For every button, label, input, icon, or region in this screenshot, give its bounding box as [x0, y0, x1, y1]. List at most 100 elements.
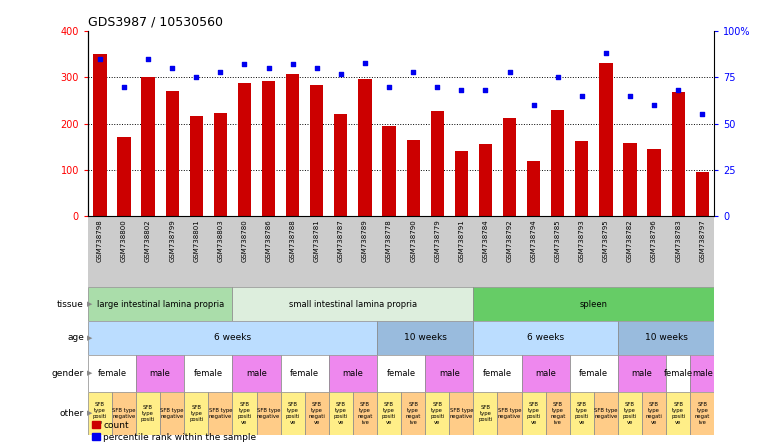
Text: SFB
type
negat
ive: SFB type negat ive	[550, 402, 565, 425]
Bar	[88, 321, 377, 355]
Text: 6 weeks: 6 weeks	[214, 333, 251, 342]
Bar	[232, 392, 257, 435]
Bar	[696, 172, 709, 216]
Text: 10 weeks: 10 weeks	[403, 333, 447, 342]
Bar	[334, 115, 348, 216]
Text: male: male	[632, 369, 652, 378]
Text: GSM738797: GSM738797	[699, 220, 705, 262]
Bar	[280, 392, 305, 435]
Bar	[141, 77, 155, 216]
Text: female: female	[483, 369, 512, 378]
Text: 10 weeks: 10 weeks	[645, 333, 688, 342]
Bar	[431, 111, 444, 216]
Text: SFB
type
positi
ve: SFB type positi ve	[526, 402, 541, 425]
Point	[431, 83, 443, 90]
Point	[552, 74, 564, 81]
Text: small intestinal lamina propria: small intestinal lamina propria	[289, 300, 417, 309]
Point	[359, 59, 371, 66]
Bar	[184, 392, 209, 435]
Text: GSM738778: GSM738778	[386, 220, 392, 262]
Bar	[449, 392, 474, 435]
Text: SFB
type
negat
ive: SFB type negat ive	[694, 402, 710, 425]
Bar	[262, 81, 275, 216]
Point	[166, 64, 178, 71]
Bar	[310, 85, 323, 216]
Bar	[280, 355, 329, 392]
Point	[190, 74, 202, 81]
Text: SFB
type
positi
ve: SFB type positi ve	[92, 402, 107, 425]
Bar	[522, 392, 545, 435]
Text: GSM738783: GSM738783	[675, 220, 681, 262]
Point	[648, 102, 660, 109]
Point	[263, 64, 275, 71]
Point	[624, 92, 636, 99]
Bar	[647, 149, 661, 216]
Text: GSM738784: GSM738784	[482, 220, 488, 262]
Text: GSM738779: GSM738779	[434, 220, 440, 262]
Text: SFB type
negative: SFB type negative	[257, 408, 280, 419]
Bar	[672, 92, 685, 216]
Bar	[232, 355, 280, 392]
Text: SFB
type
negat
ive: SFB type negat ive	[406, 402, 421, 425]
Bar	[474, 287, 714, 321]
Text: female: female	[664, 369, 693, 378]
Point	[94, 56, 106, 63]
Bar	[618, 321, 714, 355]
Point	[672, 87, 685, 94]
Point	[335, 70, 347, 77]
Bar	[166, 91, 179, 216]
Bar	[383, 126, 396, 216]
Bar	[214, 113, 227, 216]
Text: SFB type
negative: SFB type negative	[209, 408, 232, 419]
Text: SFB
type
negati
ve: SFB type negati ve	[309, 402, 325, 425]
Bar	[286, 74, 299, 216]
Bar	[599, 63, 613, 216]
Text: female: female	[387, 369, 416, 378]
Text: SFB
type
positi: SFB type positi	[189, 405, 203, 422]
Point	[479, 87, 491, 94]
Text: SFB
type
positi: SFB type positi	[478, 405, 493, 422]
Bar	[594, 392, 618, 435]
Bar	[474, 321, 618, 355]
Bar	[377, 355, 426, 392]
Text: GSM738802: GSM738802	[145, 220, 151, 262]
Bar	[401, 392, 426, 435]
Bar	[570, 355, 618, 392]
Bar	[88, 392, 112, 435]
Bar	[426, 355, 474, 392]
Text: ▶: ▶	[87, 370, 92, 377]
Text: SFB
type
positi
ve: SFB type positi ve	[334, 402, 348, 425]
Bar	[209, 392, 232, 435]
Bar	[527, 161, 540, 216]
Text: GSM738789: GSM738789	[362, 220, 368, 262]
Bar	[377, 321, 474, 355]
Text: SFB
type
negat
ive: SFB type negat ive	[358, 402, 373, 425]
Text: GSM738787: GSM738787	[338, 220, 344, 262]
Bar	[189, 116, 203, 216]
Point	[238, 61, 251, 68]
Text: SFB type
negative: SFB type negative	[449, 408, 473, 419]
Bar	[666, 392, 690, 435]
Point	[527, 102, 539, 109]
Text: GSM738795: GSM738795	[603, 220, 609, 262]
Point	[455, 87, 468, 94]
Bar	[479, 143, 492, 216]
Text: GSM738798: GSM738798	[97, 220, 103, 262]
Bar	[118, 138, 131, 216]
Bar	[575, 141, 588, 216]
Bar	[522, 355, 570, 392]
Text: GSM738780: GSM738780	[241, 220, 248, 262]
Point	[696, 111, 708, 118]
Text: large intestinal lamina propria: large intestinal lamina propria	[96, 300, 224, 309]
Bar	[618, 355, 666, 392]
Bar	[666, 355, 690, 392]
Bar	[690, 392, 714, 435]
Text: male: male	[692, 369, 713, 378]
Text: female: female	[579, 369, 608, 378]
Text: female: female	[290, 369, 319, 378]
Point	[407, 68, 419, 75]
Text: GSM738785: GSM738785	[555, 220, 561, 262]
Bar	[570, 392, 594, 435]
Text: 6 weeks: 6 weeks	[527, 333, 565, 342]
Bar	[503, 118, 516, 216]
